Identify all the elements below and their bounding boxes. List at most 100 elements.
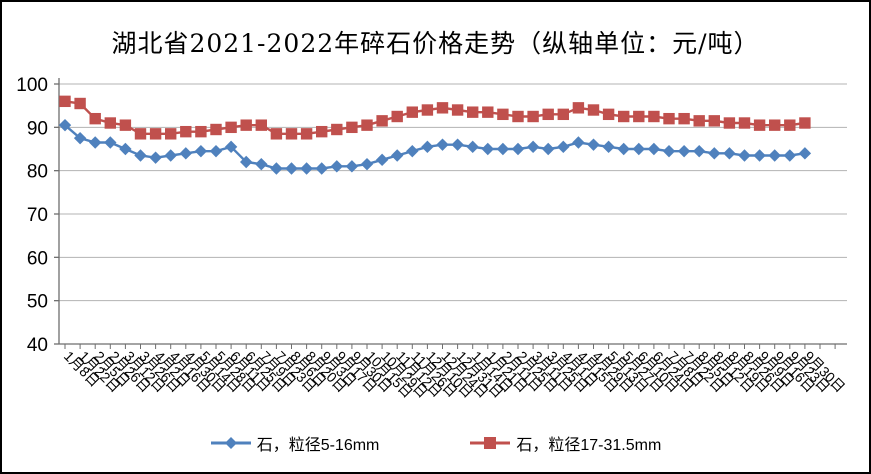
diamond-marker [798, 147, 812, 160]
diamond-marker [617, 142, 630, 156]
legend-square-marker-icon [470, 437, 511, 449]
square-marker [678, 112, 690, 125]
diamond-marker [753, 149, 766, 162]
square-marker [451, 104, 464, 116]
diamond-marker [330, 160, 343, 173]
y-tick-label: 40 [27, 335, 48, 356]
square-marker [467, 106, 479, 118]
y-tick-label: 90 [27, 118, 48, 139]
diamond-marker [375, 153, 389, 167]
legend-label-stone-5-16mm: 石，粒径5-16mm [256, 437, 380, 454]
square-marker [602, 108, 615, 121]
diamond-marker [466, 140, 479, 154]
diamond-marker [496, 142, 510, 156]
y-tick-label: 70 [27, 205, 48, 226]
square-marker [300, 128, 313, 140]
diamond-marker [164, 149, 177, 162]
diamond-marker [58, 118, 72, 132]
y-tick-label: 50 [27, 292, 48, 313]
diamond-marker [406, 144, 419, 158]
diamond-marker [572, 136, 585, 149]
diamond-marker [708, 147, 721, 160]
square-marker [376, 115, 388, 127]
diamond-marker [240, 155, 253, 169]
square-marker [421, 104, 434, 116]
diamond-marker [149, 151, 162, 164]
diamond-marker [285, 162, 298, 175]
diamond-marker [134, 149, 147, 162]
square-marker [587, 104, 600, 116]
series-stone-17-31.5mm [59, 95, 811, 140]
square-marker [149, 128, 162, 140]
diamond-marker [511, 142, 525, 156]
diamond-marker [73, 131, 87, 145]
diamond-marker [602, 140, 615, 154]
gridlines [59, 83, 847, 302]
diamond-marker [768, 149, 781, 162]
square-marker [618, 110, 630, 123]
square-marker [361, 119, 373, 131]
y-tick-label: 80 [27, 162, 48, 183]
diamond-marker [526, 140, 540, 154]
y-tick-label: 60 [27, 248, 48, 269]
square-marker [74, 97, 86, 110]
diamond-marker [270, 162, 283, 175]
legend-item-stone-5-16mm: 石，粒径5-16mm [210, 431, 380, 455]
square-marker [285, 128, 298, 140]
legend-label-stone-17-31.5mm: 石，粒径17-31.5mm [516, 437, 662, 454]
diamond-marker [481, 142, 494, 156]
diamond-marker [391, 149, 404, 162]
diamond-marker [451, 138, 464, 151]
diamond-marker [542, 142, 555, 156]
square-marker [331, 123, 343, 136]
square-marker [255, 119, 267, 131]
square-marker [633, 110, 645, 123]
chart-legend: 石，粒径5-16mm 石，粒径17-31.5mm [2, 431, 869, 455]
diamond-marker [300, 162, 313, 175]
diamond-marker [255, 157, 268, 171]
diamond-marker [89, 136, 102, 149]
square-marker [59, 95, 71, 108]
square-marker [648, 110, 660, 123]
diamond-marker [194, 144, 208, 158]
diamond-marker [647, 142, 661, 156]
x-axis-labels: 1月8日1月22日2月5日2月26日3月12日3月26日4月2日4月16日4月3… [61, 348, 849, 401]
square-marker [436, 102, 449, 114]
square-marker [406, 106, 418, 118]
square-marker [769, 119, 781, 131]
diamond-marker [632, 142, 645, 156]
square-marker [784, 119, 796, 131]
chart-title: 湖北省2021-2022年碎石价格走势（纵轴单位：元/吨） [111, 29, 760, 58]
diamond-marker [421, 140, 434, 154]
diamond-marker [723, 147, 736, 160]
diamond-marker [119, 142, 132, 156]
diamond-marker [224, 140, 238, 154]
square-marker [134, 128, 147, 140]
diamond-marker [315, 162, 328, 175]
y-axis-labels: 100 90 80 70 60 50 40 [16, 75, 48, 356]
diamond-marker [677, 144, 691, 158]
diamond-marker [738, 149, 751, 162]
square-marker [482, 106, 494, 118]
diamond-marker [345, 160, 359, 173]
diamond-marker [662, 144, 676, 158]
axes [54, 78, 847, 349]
square-marker [799, 117, 811, 129]
diamond-marker [783, 149, 796, 162]
diamond-marker [693, 144, 706, 158]
square-marker [512, 110, 524, 123]
diamond-marker [436, 138, 449, 151]
square-marker [210, 123, 222, 136]
diamond-marker [587, 138, 600, 151]
legend-diamond-marker-icon [210, 437, 251, 449]
square-marker [346, 121, 358, 134]
square-marker [723, 117, 736, 129]
square-marker [270, 128, 283, 140]
square-marker [663, 112, 675, 125]
square-marker [708, 115, 720, 127]
square-marker [572, 102, 585, 114]
square-marker [557, 108, 569, 121]
square-marker [738, 117, 751, 129]
